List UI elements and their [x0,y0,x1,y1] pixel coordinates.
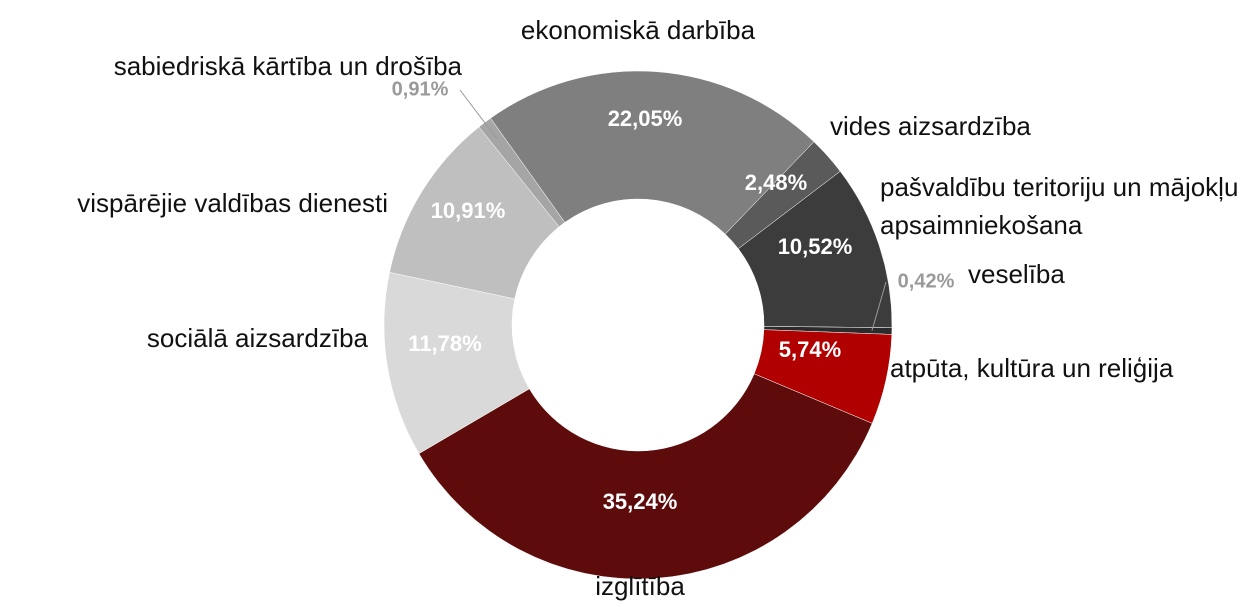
value-label: 2,48% [745,170,807,195]
category-label: atpūta, kultūra un reliģija [890,353,1174,383]
donut-segment [478,117,566,228]
value-label: 0,91% [392,78,449,100]
donut-segment [383,272,530,454]
leader-line [459,89,498,139]
category-label: sociālā aizsardzība [147,323,369,353]
value-label: 35,24% [603,489,678,514]
category-label: ekonomiskā darbība [521,15,756,45]
category-label: izglītība [595,571,685,601]
donut-segment [490,70,815,235]
value-label: 0,42% [898,270,955,292]
leader-line [871,281,887,331]
category-label: sabiedriskā kārtība un drošība [114,51,463,81]
category-label: vides aizsardzība [830,111,1031,141]
donut-segment [418,373,873,580]
category-label: pašvaldību teritoriju un mājokļu apsaimn… [880,172,1239,240]
value-label: 11,78% [408,331,481,356]
category-label: vispārējie valdības dienesti [77,188,388,218]
category-label: veselība [968,259,1065,289]
category-label-box: pašvaldību teritoriju un mājokļu apsaimn… [880,172,1239,240]
value-label: 5,74% [779,337,841,362]
value-label: 10,91% [431,198,506,223]
value-label: 10,52% [778,234,853,259]
value-label: 22,05% [608,106,683,131]
